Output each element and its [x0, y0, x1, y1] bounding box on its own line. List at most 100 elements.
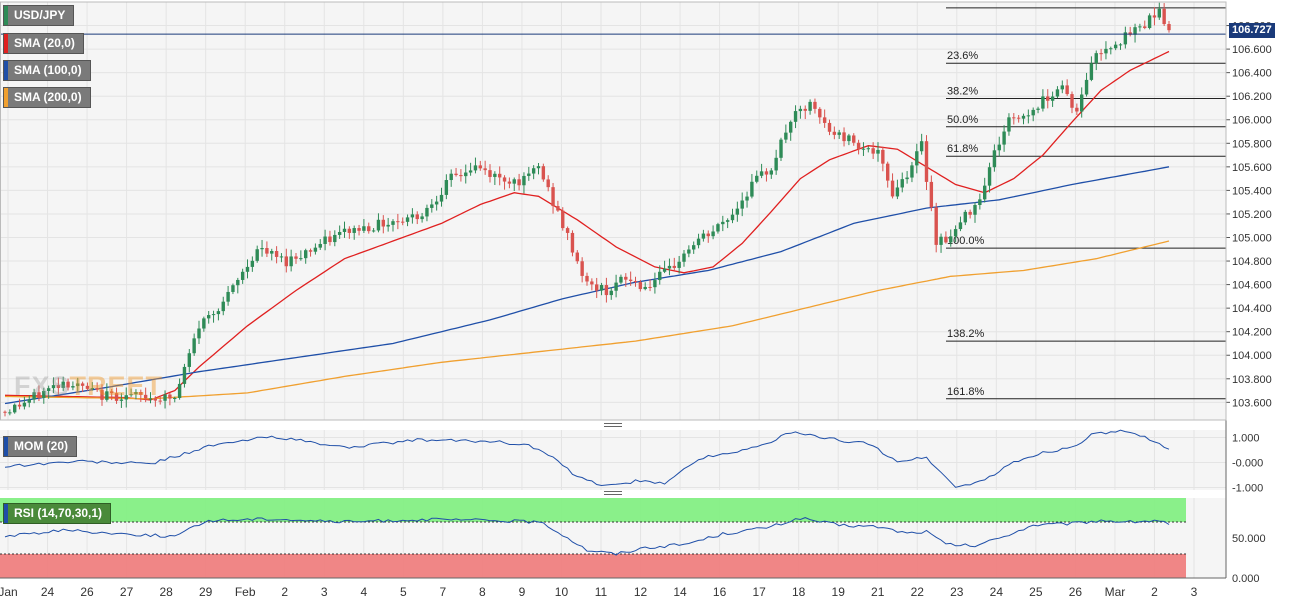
candle-body — [798, 108, 803, 112]
candle — [119, 393, 124, 408]
mom-tick-label: 1.000 — [1232, 433, 1260, 445]
candle-body — [687, 249, 691, 254]
candle-body — [818, 108, 822, 118]
candle-body — [100, 389, 104, 400]
candle — [352, 225, 356, 240]
last-price-badge: 106.727 — [1229, 23, 1275, 38]
candle-body — [832, 131, 837, 135]
candle — [1128, 26, 1132, 37]
candle — [1050, 91, 1055, 107]
candle — [105, 383, 109, 402]
candle-body — [434, 201, 439, 205]
candle-body — [968, 211, 972, 215]
candle-body — [299, 258, 303, 260]
candle-body — [473, 165, 478, 171]
price-tick-label: 105.600 — [1232, 162, 1272, 174]
candle-body — [328, 236, 332, 243]
candle-body — [493, 173, 497, 177]
candle-body — [973, 204, 977, 215]
candle — [939, 233, 943, 253]
candle-body — [735, 208, 740, 215]
candle-body — [192, 338, 196, 354]
legend-sma-100[interactable]: SMA (100,0) — [3, 60, 91, 81]
candle-body — [396, 221, 400, 223]
candle-body — [284, 256, 288, 267]
candle-body — [119, 399, 124, 401]
candle — [211, 310, 216, 323]
candle — [546, 175, 550, 192]
candle — [328, 230, 332, 246]
candle — [1113, 41, 1118, 51]
candle-body — [1152, 15, 1157, 18]
candle-body — [837, 132, 841, 135]
candle-body — [716, 224, 720, 232]
candle — [410, 208, 415, 224]
watermark-part-1: FXS — [14, 371, 70, 401]
x-tick-label: 24 — [990, 585, 1004, 599]
candle — [51, 377, 56, 394]
candle-body — [745, 196, 749, 201]
price-tick-label: 104.200 — [1232, 327, 1272, 339]
candle — [847, 133, 851, 146]
candle-body — [90, 388, 94, 390]
candle — [1089, 56, 1094, 82]
candle — [153, 396, 158, 407]
candle — [890, 173, 895, 199]
candle-body — [420, 216, 424, 220]
legend-symbol[interactable]: USD/JPY — [3, 5, 75, 26]
candle-body — [376, 219, 381, 231]
candle — [27, 395, 31, 408]
candle-body — [813, 101, 817, 109]
candle — [76, 377, 80, 392]
candle-body — [415, 214, 419, 220]
candle-body — [847, 135, 851, 142]
candle-body — [755, 175, 759, 182]
price-tick-label: 103.800 — [1232, 374, 1272, 386]
candle-body — [483, 168, 487, 171]
candle-body — [658, 271, 662, 281]
rsi-splitter-handle — [604, 491, 622, 495]
mom-axis: 1.000 -0.000 -1.000 — [0, 433, 1263, 495]
candle-body — [934, 207, 938, 245]
legend-rsi-swatch — [4, 504, 8, 523]
candle-body — [682, 253, 686, 262]
candle — [71, 381, 75, 391]
candle — [95, 382, 99, 392]
price-tick-label: 106.400 — [1232, 68, 1272, 80]
candle — [769, 168, 773, 179]
candle — [808, 99, 812, 115]
x-tick-label: 11 — [595, 585, 608, 599]
legend-mom[interactable]: MOM (20) — [3, 436, 77, 457]
candle — [953, 225, 958, 243]
candle-body — [240, 271, 245, 280]
candle-body — [1031, 109, 1035, 116]
candle — [80, 381, 85, 393]
legend-sma-200[interactable]: SMA (200,0) — [3, 87, 91, 108]
candle — [1152, 7, 1157, 26]
legend-sma-20[interactable]: SMA (20,0) — [3, 33, 84, 54]
x-tick-label: 8 — [479, 585, 486, 599]
price-tick-label: 105.000 — [1232, 232, 1272, 244]
candle — [1021, 113, 1026, 125]
candle-body — [541, 166, 546, 180]
legend-rsi[interactable]: RSI (14,70,30,1) — [3, 503, 112, 524]
price-panel-bg — [0, 2, 1226, 420]
candle — [1070, 91, 1074, 114]
candle — [653, 272, 657, 294]
candle — [197, 320, 201, 345]
candle-body — [556, 206, 560, 211]
candle-body — [37, 392, 41, 398]
legend-sma-200-swatch — [4, 88, 8, 107]
fib-level-label: 138.2% — [947, 328, 985, 340]
candle-body — [672, 265, 676, 268]
candle-body — [822, 117, 827, 123]
candle — [163, 390, 167, 409]
candle-body — [1104, 48, 1108, 54]
candle — [46, 385, 51, 399]
candle-body — [1099, 53, 1103, 55]
candle-body — [182, 366, 187, 384]
candle-body — [1036, 108, 1040, 110]
rsi-overbought-zone — [0, 498, 1186, 522]
x-tick-label: 19 — [832, 585, 846, 599]
